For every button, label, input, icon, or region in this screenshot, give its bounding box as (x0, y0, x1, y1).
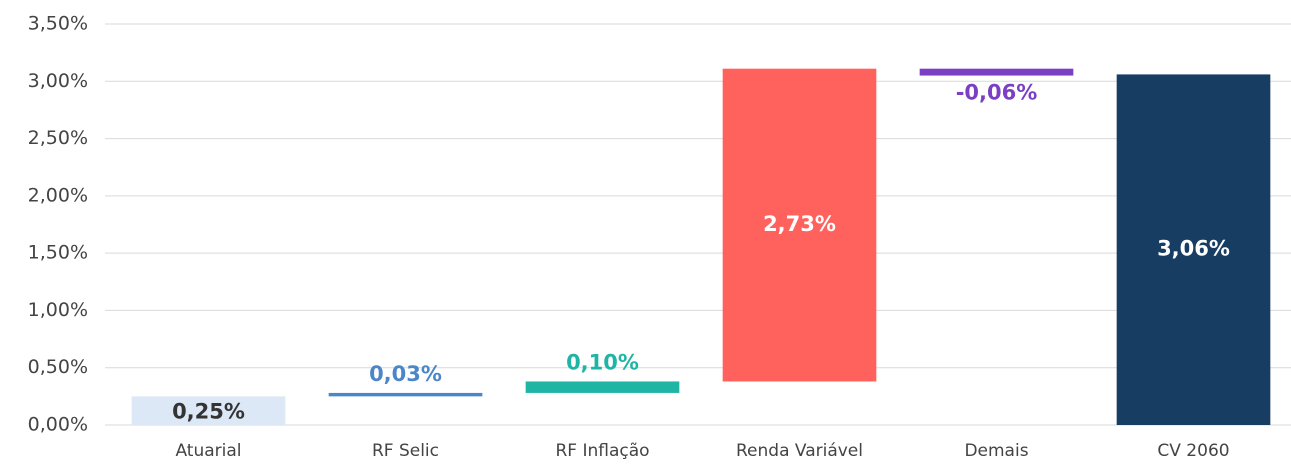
y-tick-label: 1,50% (28, 242, 88, 264)
bar (919, 68, 1074, 76)
x-tick-label: RF Selic (372, 441, 439, 461)
bar (1116, 74, 1271, 425)
data-label: 0,10% (566, 350, 639, 374)
x-tick-label: Renda Variável (736, 441, 863, 461)
y-tick-label: 3,50% (28, 13, 88, 35)
y-tick-label: 0,00% (28, 414, 88, 436)
bar (525, 381, 680, 393)
data-label: 0,03% (369, 362, 442, 386)
y-tick-label: 0,50% (28, 356, 88, 378)
data-label: 2,73% (763, 212, 836, 236)
x-tick-label: Atuarial (175, 441, 241, 461)
y-tick-label: 2,00% (28, 184, 88, 206)
bar (328, 392, 483, 397)
data-label: 3,06% (1157, 237, 1230, 261)
x-tick-label: CV 2060 (1157, 441, 1229, 461)
y-tick-label: 3,00% (28, 70, 88, 92)
data-label: -0,06% (956, 81, 1038, 105)
bar (722, 68, 877, 382)
data-label: 0,25% (172, 400, 245, 424)
y-tick-label: 1,00% (28, 299, 88, 321)
x-tick-label: RF Inflação (555, 441, 649, 461)
x-tick-label: Demais (964, 441, 1028, 461)
bar (131, 396, 286, 425)
y-tick-label: 2,50% (28, 127, 88, 149)
